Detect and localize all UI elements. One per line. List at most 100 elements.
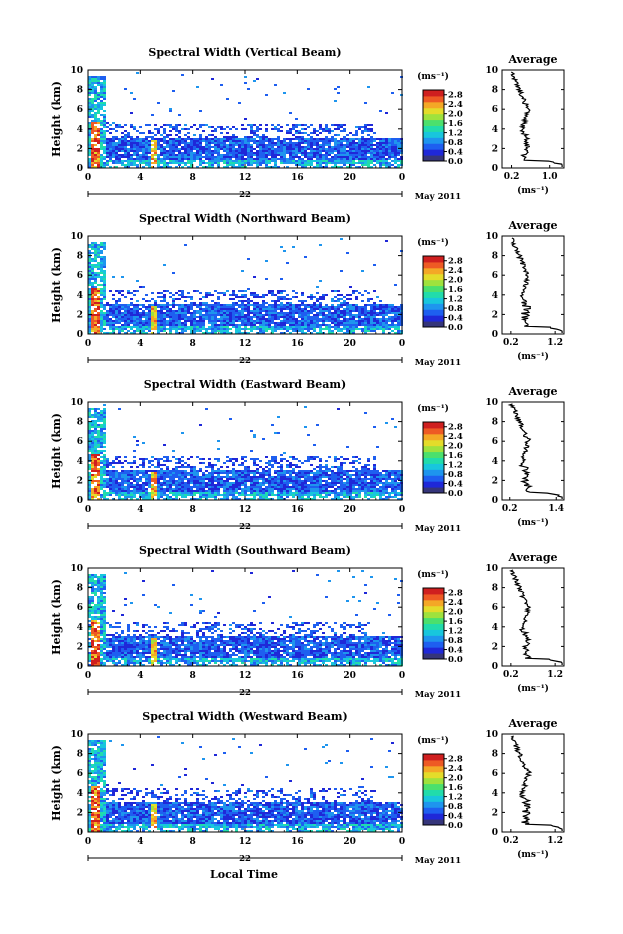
heatmap-cell <box>160 152 163 154</box>
heatmap-cell <box>190 466 193 468</box>
heatmap-cell <box>262 488 265 490</box>
heatmap-cell <box>166 312 169 314</box>
heatmap-cell <box>100 320 103 322</box>
heatmap-cell <box>271 310 274 312</box>
heatmap-cell <box>199 316 202 318</box>
heatmap-cell <box>91 158 94 160</box>
heatmap-cell <box>274 126 277 128</box>
heatmap-cell <box>310 158 313 160</box>
heatmap-cell <box>103 146 106 148</box>
heatmap-cell <box>94 88 97 90</box>
heatmap-cell <box>94 470 97 472</box>
heatmap-cell <box>154 474 157 476</box>
heatmap-cell <box>235 496 238 498</box>
heatmap-cell <box>109 150 112 152</box>
colorbar-segment <box>423 280 444 286</box>
heatmap-cell <box>271 478 274 480</box>
heatmap-cell <box>244 490 247 492</box>
heatmap-cell <box>274 138 277 140</box>
heatmap-cell <box>274 456 277 458</box>
heatmap-cell <box>262 156 265 158</box>
heatmap-cell <box>319 154 322 156</box>
heatmap-cell <box>271 156 274 158</box>
heatmap-cell <box>100 266 103 268</box>
heatmap-cell <box>112 310 115 312</box>
heatmap-cell <box>169 162 172 164</box>
heatmap-cell <box>334 158 337 160</box>
heatmap-cell <box>241 310 244 312</box>
heatmap-cell <box>118 316 121 318</box>
heatmap-cell <box>268 308 271 310</box>
heatmap-cell <box>190 476 193 478</box>
heatmap-cell <box>205 162 208 164</box>
heatmap-cell <box>286 132 289 134</box>
heatmap-cell <box>256 160 259 162</box>
heatmap-cell <box>286 312 289 314</box>
heatmap-cell <box>235 328 238 330</box>
heatmap-cell <box>133 306 136 308</box>
heatmap-cell <box>274 156 277 158</box>
heatmap-cell <box>103 404 106 406</box>
heatmap-cell <box>184 330 187 332</box>
heatmap-cell <box>121 470 124 472</box>
heatmap-cell <box>103 142 106 144</box>
heatmap-cell <box>238 290 241 292</box>
heatmap-cell <box>277 296 280 298</box>
heatmap-cell <box>292 314 295 316</box>
heatmap-cell <box>100 132 103 134</box>
heatmap-cell <box>265 294 268 296</box>
heatmap-cell <box>265 148 268 150</box>
heatmap-cell <box>139 144 142 146</box>
heatmap-cell <box>265 480 268 482</box>
heatmap-cell <box>130 126 133 128</box>
heatmap-cell <box>217 480 220 482</box>
heatmap-cell <box>184 320 187 322</box>
heatmap-cell <box>391 152 394 154</box>
heatmap-cell <box>244 300 247 302</box>
heatmap-cell <box>163 124 166 126</box>
heatmap-cell <box>217 156 220 158</box>
heatmap-cell <box>172 156 175 158</box>
heatmap-cell <box>391 306 394 308</box>
heatmap-cell <box>292 304 295 306</box>
heatmap-cell <box>238 492 241 494</box>
heatmap-cell <box>190 316 193 318</box>
heatmap-cell <box>235 304 238 306</box>
heatmap-cell <box>373 140 376 142</box>
heatmap-cell <box>223 318 226 320</box>
heatmap-cell <box>217 494 220 496</box>
heatmap-cell <box>226 310 229 312</box>
heatmap-cell <box>334 128 337 130</box>
heatmap-cell <box>172 154 175 156</box>
heatmap-cell <box>103 432 106 434</box>
heatmap-cell <box>217 160 220 162</box>
heatmap-cell <box>214 476 217 478</box>
heatmap-cell <box>100 426 103 428</box>
heatmap-cell <box>106 474 109 476</box>
heatmap-cell <box>94 106 97 108</box>
heatmap-cell <box>301 294 304 296</box>
heatmap-cell <box>118 476 121 478</box>
heatmap-cell <box>325 142 328 144</box>
heatmap-cell <box>268 486 271 488</box>
heatmap-cell <box>262 474 265 476</box>
heatmap-cell <box>325 138 328 140</box>
heatmap-cell <box>100 162 103 164</box>
heatmap-cell <box>184 164 187 166</box>
heatmap-cell <box>295 326 298 328</box>
heatmap-cell <box>109 156 112 158</box>
heatmap-cell <box>382 162 385 164</box>
heatmap-cell <box>232 482 235 484</box>
heatmap-cell <box>118 460 121 462</box>
heatmap-cell <box>121 488 124 490</box>
heatmap-cell <box>115 290 118 292</box>
heatmap-cell <box>244 154 247 156</box>
heatmap-cell <box>295 130 298 132</box>
heatmap-cell <box>91 150 94 152</box>
heatmap-cell <box>394 316 397 318</box>
heatmap-cell <box>277 140 280 142</box>
heatmap-cell <box>367 144 370 146</box>
heatmap-cell <box>136 138 139 140</box>
heatmap-cell <box>289 142 292 144</box>
heatmap-cell <box>187 474 190 476</box>
